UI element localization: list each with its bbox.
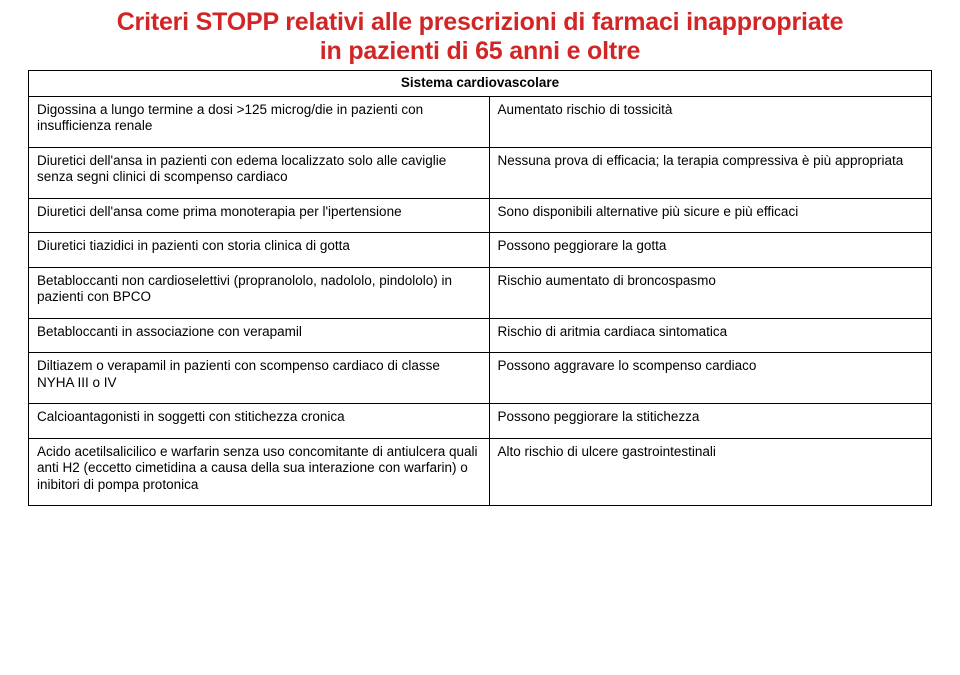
criterion-cell: Acido acetilsalicilico e warfarin senza … xyxy=(29,438,490,505)
table-header-cell: Sistema cardiovascolare xyxy=(29,70,932,96)
rationale-cell: Possono aggravare lo scompenso cardiaco xyxy=(489,353,931,404)
rationale-cell: Aumentato rischio di tossicità xyxy=(489,96,931,147)
table-row: Digossina a lungo termine a dosi >125 mi… xyxy=(29,96,932,147)
table-row: Diltiazem o verapamil in pazienti con sc… xyxy=(29,353,932,404)
criterion-cell: Diltiazem o verapamil in pazienti con sc… xyxy=(29,353,490,404)
table-row: Diuretici dell'ansa come prima monoterap… xyxy=(29,198,932,232)
title-line-1: Criteri STOPP relativi alle prescrizioni… xyxy=(117,8,844,36)
rationale-cell: Rischio aumentato di broncospasmo xyxy=(489,267,931,318)
criterion-cell: Diuretici tiazidici in pazienti con stor… xyxy=(29,233,490,267)
table-row: Diuretici tiazidici in pazienti con stor… xyxy=(29,233,932,267)
table-row: Acido acetilsalicilico e warfarin senza … xyxy=(29,438,932,505)
rationale-cell: Nessuna prova di efficacia; la terapia c… xyxy=(489,147,931,198)
title-line-2: in pazienti di 65 anni e oltre xyxy=(320,37,640,65)
criterion-cell: Digossina a lungo termine a dosi >125 mi… xyxy=(29,96,490,147)
rationale-cell: Rischio di aritmia cardiaca sintomatica xyxy=(489,318,931,352)
table-header-row: Sistema cardiovascolare xyxy=(29,70,932,96)
rationale-cell: Alto rischio di ulcere gastrointestinali xyxy=(489,438,931,505)
rationale-cell: Possono peggiorare la gotta xyxy=(489,233,931,267)
page-title: Criteri STOPP relativi alle prescrizioni… xyxy=(28,8,932,66)
criterion-cell: Diuretici dell'ansa in pazienti con edem… xyxy=(29,147,490,198)
criterion-cell: Calcioantagonisti in soggetti con stitic… xyxy=(29,404,490,438)
criteria-table: Sistema cardiovascolare Digossina a lung… xyxy=(28,70,932,507)
table-row: Betabloccanti non cardioselettivi (propr… xyxy=(29,267,932,318)
table-row: Calcioantagonisti in soggetti con stitic… xyxy=(29,404,932,438)
table-row: Diuretici dell'ansa in pazienti con edem… xyxy=(29,147,932,198)
rationale-cell: Sono disponibili alternative più sicure … xyxy=(489,198,931,232)
rationale-cell: Possono peggiorare la stitichezza xyxy=(489,404,931,438)
table-row: Betabloccanti in associazione con verapa… xyxy=(29,318,932,352)
criterion-cell: Betabloccanti non cardioselettivi (propr… xyxy=(29,267,490,318)
criterion-cell: Diuretici dell'ansa come prima monoterap… xyxy=(29,198,490,232)
criterion-cell: Betabloccanti in associazione con verapa… xyxy=(29,318,490,352)
